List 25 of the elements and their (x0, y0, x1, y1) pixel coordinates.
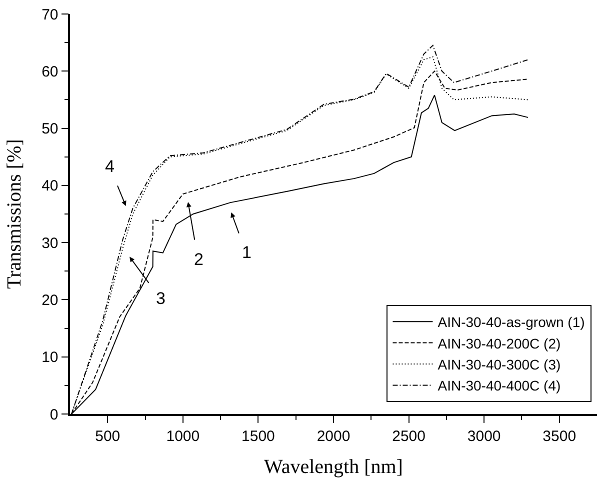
y-tick-label: 30 (42, 234, 58, 252)
y-tick-label: 60 (42, 63, 58, 80)
y-tick-label: 40 (42, 178, 58, 195)
annotation: 4 (105, 157, 114, 176)
y-tick-label: 20 (42, 292, 58, 309)
y-tick-label: 70 (42, 6, 58, 24)
annotation: 1 (242, 243, 252, 262)
x-tick-label: 3500 (542, 428, 576, 445)
legend-label: AIN-30-40-300C (3) (438, 356, 561, 372)
y-axis-title: Transmissions [%] (4, 139, 26, 289)
y-tick-label: 0 (50, 406, 58, 424)
y-tick-label: 10 (42, 349, 58, 366)
x-tick-label: 3000 (467, 428, 501, 445)
x-tick-label: 1500 (242, 428, 275, 445)
legend-label: AIN-30-40-200C (2) (438, 335, 561, 352)
x-tick-label: 2500 (392, 428, 426, 445)
legend-label: AIN-30-40-as-grown (1) (438, 314, 585, 330)
legend-label: AIN-30-40-400C (4) (438, 378, 561, 394)
y-tick-label: 50 (42, 120, 58, 138)
x-tick-label: 500 (95, 428, 120, 445)
x-tick-label: 1000 (166, 428, 200, 445)
x-tick-label: 2000 (316, 428, 350, 445)
x-axis-title: Wavelength [nm] (264, 456, 403, 478)
annotation: 2 (194, 250, 204, 269)
annotation: 3 (156, 289, 166, 308)
